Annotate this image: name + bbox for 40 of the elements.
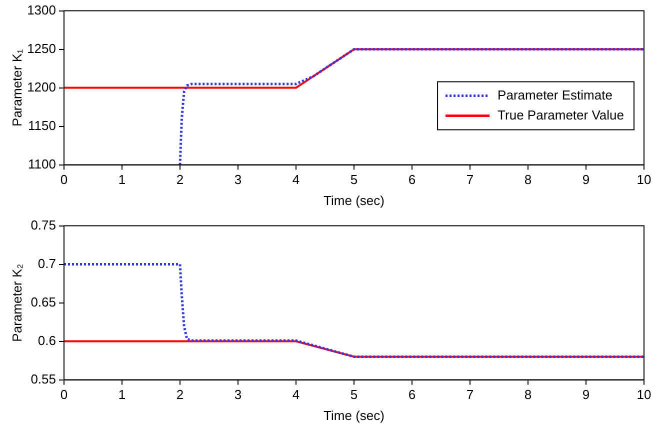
legend-label: True Parameter Value [498, 107, 624, 122]
x-tick-label: 0 [60, 172, 68, 188]
legend-label: Parameter Estimate [498, 87, 612, 102]
x-tick-label: 2 [176, 387, 184, 402]
x-axis-title: Time (sec) [324, 408, 384, 423]
y-tick-label: 1150 [28, 118, 56, 133]
x-tick-label: 10 [636, 387, 652, 402]
y-tick-label: 1100 [28, 156, 56, 172]
x-tick-label: 5 [350, 172, 358, 188]
x-tick-label: 7 [466, 172, 474, 188]
x-tick-label: 10 [636, 172, 652, 188]
x-tick-label: 6 [408, 387, 416, 402]
x-tick-label: 3 [234, 387, 242, 402]
x-tick-label: 9 [582, 172, 590, 188]
y-tick-label: 1250 [27, 40, 56, 56]
x-tick-label: 9 [582, 387, 590, 402]
x-tick-label: 0 [60, 387, 68, 402]
line-series [64, 263, 644, 358]
line-series [178, 48, 644, 165]
y-tick-label: 1200 [27, 79, 56, 94]
y-tick-label: 0.6 [38, 332, 56, 348]
x-tick-label: 8 [524, 172, 532, 188]
x-tick-label: 8 [524, 387, 532, 402]
x-tick-label: 4 [292, 387, 300, 402]
x-tick-label: 5 [350, 387, 358, 402]
y-axis-title: Parameter K₂ [9, 264, 24, 342]
x-tick-label: 1 [118, 387, 126, 402]
x-tick-label: 7 [466, 387, 474, 402]
y-tick-label: 0.65 [30, 294, 56, 310]
x-tick-label: 4 [292, 172, 300, 188]
x-tick-label: 3 [234, 172, 242, 188]
y-tick-label: 0.55 [30, 371, 56, 386]
y-tick-label: 0.75 [30, 217, 56, 232]
y-tick-label: 1300 [27, 2, 56, 18]
x-tick-label: 6 [408, 172, 416, 188]
y-tick-label: 0.7 [38, 256, 56, 271]
x-axis-title: Time (sec) [324, 192, 384, 208]
x-tick-label: 1 [118, 172, 126, 188]
y-axis-title: Parameter K₁ [9, 48, 24, 126]
x-tick-label: 2 [176, 172, 184, 188]
